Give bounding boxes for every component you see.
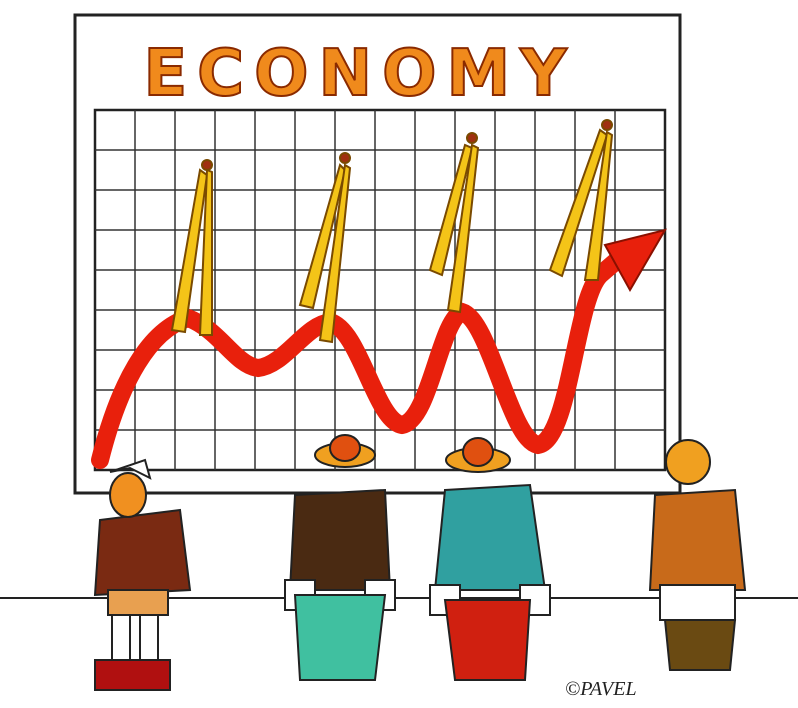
signature: ©PAVEL [565, 678, 637, 700]
page: {"title": "ECONOMY", "signature": "©PAVE… [0, 0, 798, 708]
title: ECONOMY [143, 37, 576, 111]
cartoon: ECONOMY [0, 0, 798, 708]
